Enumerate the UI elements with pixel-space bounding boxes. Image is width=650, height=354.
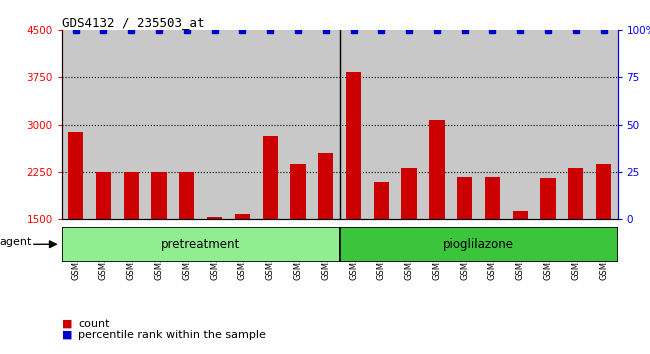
Bar [291,164,306,219]
Bar [540,178,556,219]
Text: agent: agent [0,238,32,247]
Bar [68,132,83,219]
Bar [596,164,611,219]
Bar [457,177,473,219]
Bar [263,136,278,219]
Bar [429,120,445,219]
Text: GDS4132 / 235503_at: GDS4132 / 235503_at [62,16,204,29]
Bar [235,215,250,219]
Text: count: count [78,319,109,329]
Bar [207,217,222,219]
Text: ■: ■ [62,319,72,329]
Bar [179,172,194,219]
Text: ■: ■ [62,330,72,339]
Bar [513,211,528,219]
Bar [124,171,139,219]
Bar [62,227,339,262]
Text: pretreatment: pretreatment [161,238,240,251]
Bar [374,182,389,219]
Bar [485,177,500,219]
Bar [96,171,111,219]
Bar [318,153,333,219]
Text: pioglilazone: pioglilazone [443,238,514,251]
Bar [568,169,584,219]
Bar [339,227,618,262]
Bar [151,172,166,219]
Bar [346,72,361,219]
Text: percentile rank within the sample: percentile rank within the sample [78,330,266,339]
Bar [402,169,417,219]
